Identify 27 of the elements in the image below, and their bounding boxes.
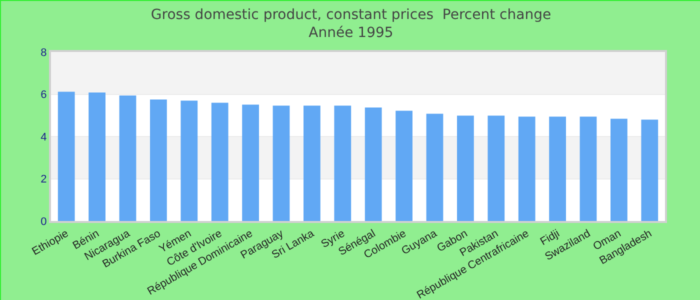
bar [549, 116, 566, 221]
bar [488, 116, 505, 221]
bar [396, 110, 412, 221]
bar [150, 100, 167, 221]
y-tick-label: 6 [40, 89, 47, 102]
bar [180, 100, 198, 221]
bar [518, 116, 536, 221]
chart-subtitle: Année 1995 [308, 25, 394, 42]
y-tick-label: 8 [40, 46, 47, 59]
bar [88, 92, 106, 221]
bar [304, 106, 320, 221]
y-tick-label: 4 [40, 131, 47, 144]
y-tick-label: 0 [40, 216, 47, 228]
chart-title: Gross domestic product, constant prices Percent change [150, 7, 552, 23]
bar [58, 92, 75, 221]
bar [426, 114, 444, 221]
bar [119, 96, 136, 221]
bar [242, 104, 259, 221]
bar [211, 102, 228, 221]
bar [272, 106, 290, 221]
bar [457, 116, 474, 221]
bar [364, 108, 382, 221]
bar [334, 106, 352, 221]
bar [580, 116, 597, 221]
bar [641, 120, 658, 221]
bar [610, 118, 628, 221]
y-tick-label: 2 [40, 174, 47, 186]
